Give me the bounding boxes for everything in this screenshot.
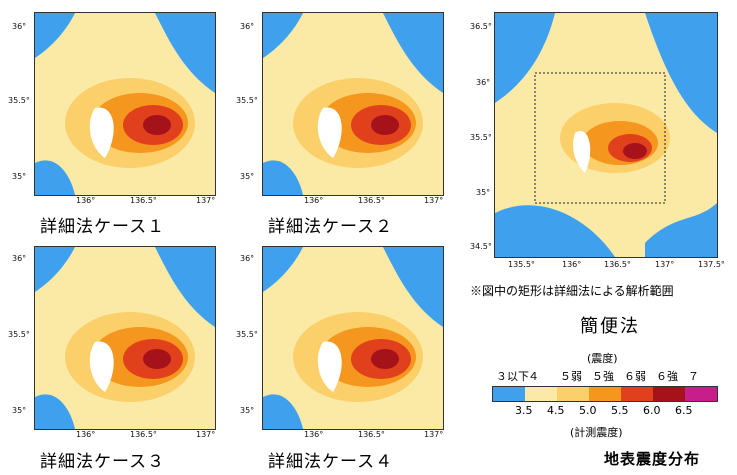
simple-method-title: 簡便法 bbox=[580, 316, 640, 337]
map-caption: 詳細法ケース３ bbox=[40, 452, 166, 472]
y-tick: 35.5° bbox=[8, 330, 30, 339]
y-tick: 35.5° bbox=[236, 96, 258, 105]
y-tick: 34.5° bbox=[470, 242, 492, 251]
y-tick: 35° bbox=[476, 188, 491, 197]
legend-subtitle: (計測震度) bbox=[570, 426, 623, 439]
x-tick: 136° bbox=[304, 430, 324, 439]
sea-area bbox=[35, 160, 75, 195]
x-tick: 136° bbox=[76, 196, 96, 205]
sea-area bbox=[263, 394, 303, 429]
sea-area bbox=[263, 160, 303, 195]
sea-area bbox=[155, 13, 215, 93]
legend-colorbar bbox=[492, 386, 718, 402]
analysis-area-rect bbox=[534, 72, 666, 204]
sea-area bbox=[155, 247, 215, 327]
y-tick: 35° bbox=[240, 406, 255, 415]
x-tick: 136° bbox=[562, 260, 582, 269]
legend-value-label: 5.0 bbox=[579, 404, 597, 417]
x-tick: 137° bbox=[655, 260, 675, 269]
map-caption: 詳細法ケース２ bbox=[268, 217, 394, 237]
sea-area bbox=[383, 247, 443, 327]
legend-swatch bbox=[493, 387, 525, 401]
map-caption: 詳細法ケース１ bbox=[40, 217, 166, 237]
x-tick: 136.5° bbox=[130, 430, 157, 439]
intensity-zone bbox=[623, 143, 647, 159]
y-tick: 35° bbox=[12, 172, 27, 181]
intensity-zone bbox=[143, 115, 171, 135]
legend-class-label: ４ bbox=[528, 370, 539, 383]
lake-biwa bbox=[573, 131, 591, 173]
sea-area bbox=[495, 13, 555, 103]
legend-value-label: 6.0 bbox=[643, 404, 661, 417]
intensity-map-case4 bbox=[262, 246, 444, 430]
legend-swatch bbox=[653, 387, 685, 401]
legend-class-label: ５弱 bbox=[560, 370, 582, 383]
lake-biwa bbox=[89, 107, 114, 158]
legend-swatch bbox=[621, 387, 653, 401]
x-tick: 136° bbox=[76, 430, 96, 439]
sea-area bbox=[645, 13, 717, 133]
sea-area bbox=[383, 13, 443, 93]
sea-area bbox=[495, 205, 615, 257]
intensity-zone bbox=[371, 115, 399, 135]
x-tick: 137° bbox=[196, 430, 216, 439]
y-tick: 35° bbox=[240, 172, 255, 181]
map-caption: 詳細法ケース４ bbox=[268, 452, 394, 472]
intensity-map-simple bbox=[494, 12, 718, 258]
legend-swatch bbox=[557, 387, 589, 401]
analysis-area-note: ※図中の矩形は詳細法による解析範囲 bbox=[470, 284, 674, 298]
legend-class-label: ７ bbox=[688, 370, 699, 383]
intensity-map-case1 bbox=[34, 12, 216, 196]
legend-title: (震度) bbox=[587, 352, 618, 365]
x-tick: 136° bbox=[304, 196, 324, 205]
sea-area bbox=[35, 13, 75, 58]
sea-area bbox=[263, 247, 303, 292]
y-tick: 36° bbox=[240, 22, 255, 31]
distribution-title: 地表震度分布 bbox=[604, 450, 701, 468]
x-tick: 137° bbox=[424, 430, 444, 439]
sea-area bbox=[35, 247, 75, 292]
sea-area bbox=[35, 394, 75, 429]
legend-swatch bbox=[685, 387, 717, 401]
legend-value-label: 6.5 bbox=[675, 404, 693, 417]
y-tick: 36° bbox=[476, 78, 491, 87]
intensity-zone bbox=[143, 349, 171, 369]
legend-swatch bbox=[525, 387, 557, 401]
intensity-map-case2 bbox=[262, 12, 444, 196]
x-tick: 137° bbox=[424, 196, 444, 205]
y-tick: 36° bbox=[240, 254, 255, 263]
legend-value-label: 4.5 bbox=[547, 404, 565, 417]
x-tick: 136.5° bbox=[358, 196, 385, 205]
legend-value-label: 5.5 bbox=[611, 404, 629, 417]
y-tick: 36° bbox=[12, 254, 27, 263]
y-tick: 36° bbox=[12, 22, 27, 31]
y-tick: 35.5° bbox=[470, 133, 492, 142]
x-tick: 136.5° bbox=[358, 430, 385, 439]
sea-area bbox=[645, 203, 717, 257]
x-tick: 137° bbox=[196, 196, 216, 205]
x-tick: 135.5° bbox=[508, 260, 535, 269]
legend-class-label: ６弱 bbox=[624, 370, 646, 383]
y-tick: 35.5° bbox=[8, 96, 30, 105]
intensity-map-case3 bbox=[34, 246, 216, 430]
x-tick: 137.5° bbox=[698, 260, 725, 269]
lake-biwa bbox=[317, 107, 342, 158]
legend-class-label: ５強 bbox=[592, 370, 614, 383]
y-tick: 36.5° bbox=[470, 22, 492, 31]
sea-area bbox=[263, 13, 303, 58]
intensity-zone bbox=[371, 349, 399, 369]
legend-swatch bbox=[589, 387, 621, 401]
lake-biwa bbox=[89, 341, 114, 392]
lake-biwa bbox=[317, 341, 342, 392]
legend-class-label: ３以下 bbox=[496, 370, 529, 383]
x-tick: 136.5° bbox=[604, 260, 631, 269]
legend-class-label: ６強 bbox=[656, 370, 678, 383]
y-tick: 35° bbox=[12, 406, 27, 415]
y-tick: 35.5° bbox=[236, 330, 258, 339]
x-tick: 136.5° bbox=[130, 196, 157, 205]
legend-value-label: 3.5 bbox=[515, 404, 533, 417]
